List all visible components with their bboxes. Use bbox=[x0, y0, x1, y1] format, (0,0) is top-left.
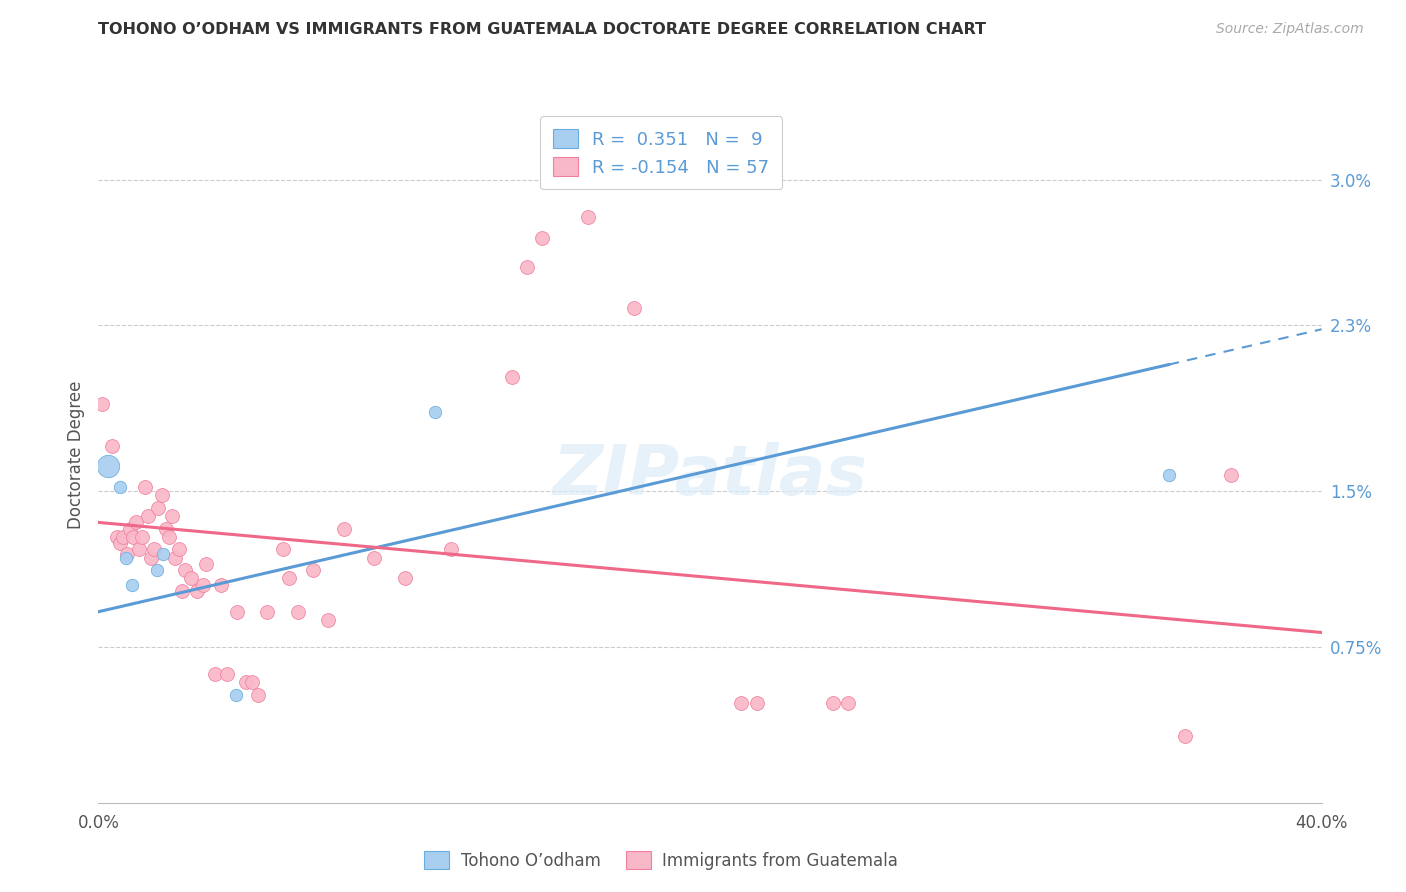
Text: Source: ZipAtlas.com: Source: ZipAtlas.com bbox=[1216, 22, 1364, 37]
Point bbox=[240, 675, 263, 690]
Point bbox=[97, 459, 120, 474]
Point bbox=[394, 572, 416, 586]
Point bbox=[730, 696, 752, 710]
Point bbox=[277, 572, 299, 586]
Point bbox=[110, 536, 132, 550]
Point bbox=[173, 563, 195, 577]
Text: TOHONO O’ODHAM VS IMMIGRANTS FROM GUATEMALA DOCTORATE DEGREE CORRELATION CHART: TOHONO O’ODHAM VS IMMIGRANTS FROM GUATEM… bbox=[98, 22, 987, 37]
Point bbox=[112, 530, 135, 544]
Point bbox=[440, 542, 463, 557]
Point bbox=[547, 162, 569, 177]
Point bbox=[225, 688, 247, 702]
Point bbox=[247, 688, 270, 702]
Point bbox=[576, 210, 599, 224]
Point bbox=[118, 522, 141, 536]
Point bbox=[302, 563, 325, 577]
Point bbox=[150, 488, 173, 502]
Point bbox=[105, 530, 128, 544]
Point bbox=[136, 509, 159, 524]
Point bbox=[134, 480, 156, 494]
Point bbox=[287, 605, 309, 619]
Point bbox=[191, 578, 214, 592]
Point bbox=[152, 547, 174, 561]
Point bbox=[170, 584, 193, 599]
Legend: Tohono O’odham, Immigrants from Guatemala: Tohono O’odham, Immigrants from Guatemal… bbox=[416, 843, 907, 878]
Point bbox=[837, 696, 859, 710]
Point bbox=[623, 301, 645, 316]
Y-axis label: Doctorate Degree: Doctorate Degree bbox=[66, 381, 84, 529]
Point bbox=[157, 530, 180, 544]
Point bbox=[139, 550, 162, 565]
Text: ZIPatlas: ZIPatlas bbox=[553, 442, 868, 509]
Point bbox=[821, 696, 844, 710]
Point bbox=[131, 530, 153, 544]
Point bbox=[501, 370, 523, 384]
Point bbox=[91, 397, 114, 411]
Point bbox=[121, 578, 143, 592]
Point bbox=[332, 522, 354, 536]
Point bbox=[531, 231, 554, 245]
Point bbox=[162, 509, 184, 524]
Point bbox=[217, 667, 239, 681]
Point bbox=[145, 563, 167, 577]
Point bbox=[318, 613, 340, 627]
Point bbox=[363, 550, 385, 565]
Point bbox=[271, 542, 294, 557]
Point bbox=[101, 439, 124, 453]
Point bbox=[256, 605, 278, 619]
Point bbox=[180, 572, 202, 586]
Point bbox=[423, 405, 446, 419]
Point bbox=[117, 547, 139, 561]
Point bbox=[121, 530, 143, 544]
Point bbox=[165, 550, 187, 565]
Point bbox=[186, 584, 208, 599]
Point bbox=[128, 542, 150, 557]
Point bbox=[225, 605, 247, 619]
Point bbox=[167, 542, 190, 557]
Point bbox=[209, 578, 232, 592]
Point bbox=[125, 516, 148, 530]
Point bbox=[195, 557, 218, 571]
Point bbox=[204, 667, 226, 681]
Point bbox=[155, 522, 177, 536]
Point bbox=[108, 480, 131, 494]
Point bbox=[143, 542, 166, 557]
Point bbox=[146, 500, 169, 515]
Point bbox=[1219, 467, 1241, 482]
Point bbox=[1174, 729, 1197, 743]
Point bbox=[115, 550, 138, 565]
Point bbox=[745, 696, 768, 710]
Point bbox=[235, 675, 257, 690]
Point bbox=[516, 260, 538, 274]
Point bbox=[1157, 467, 1180, 482]
